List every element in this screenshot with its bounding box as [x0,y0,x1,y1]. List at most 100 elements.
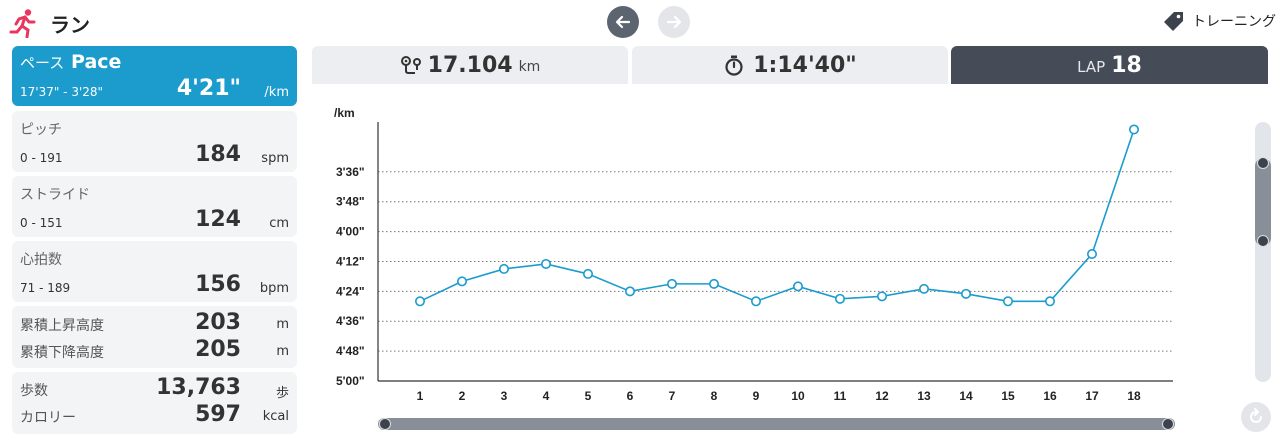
descent-value: 205 [195,337,241,362]
vertical-scrollbar[interactable] [1255,122,1271,382]
pace-title: ペース Pace [20,51,121,73]
lap-label: LAP [1077,58,1106,76]
metric-stride[interactable]: ストライド 0 - 151 124 cm [12,176,297,237]
lap-value: 18 [1111,52,1142,78]
pace-value: 4'21" [176,76,241,101]
x-tick-label: 9 [753,389,760,403]
time-value: 1:14'40" [753,52,857,78]
data-point [1086,248,1097,259]
data-point [457,276,468,287]
heart-title: 心拍数 [20,252,62,268]
app-title: ラン [8,6,90,40]
x-tick-label: 8 [711,389,718,403]
ascent-value: 203 [195,310,241,335]
horizontal-handle-left[interactable] [379,418,391,430]
pace-chart: /km 3'36" 3'48" 4'00" 4'12" 4'24" 4'36" 4'48" 5'… [334,106,1173,403]
descent-unit: m [276,344,289,359]
calories-unit: kcal [262,409,289,424]
runner-icon [9,9,36,38]
vertical-handle-top[interactable] [1257,157,1269,169]
heart-value: 156 [195,272,241,297]
distance-unit: km [518,59,541,75]
pitch-value: 184 [195,142,241,167]
descent-label: 累積下降高度 [20,345,104,361]
stride-unit: cm [269,216,289,231]
x-tick-label: 6 [627,389,634,403]
x-tick-label: 17 [1085,389,1099,403]
metric-pace[interactable]: ペース Pace 17'37" - 3'28" 4'21" /km [12,46,297,106]
training-button[interactable]: トレーニング [1162,6,1276,36]
page-title: ラン [50,12,90,37]
horizontal-handle-right[interactable] [1162,418,1174,430]
data-point [415,296,426,307]
data-point [624,286,635,297]
metric-heart-rate[interactable]: 心拍数 71 - 189 156 bpm [12,241,297,302]
reset-zoom-button[interactable] [1241,402,1271,432]
ascent-label: 累積上昇高度 [20,318,104,334]
y-tick-label: 3'48" [336,195,365,209]
pitch-range: 0 - 191 [20,151,63,165]
arrow-left-icon [615,15,631,29]
x-tick-label: 4 [543,389,550,403]
tab-time[interactable]: 1:14'40" [632,46,948,84]
pace-range: 17'37" - 3'28" [20,85,104,99]
metric-pitch[interactable]: ピッチ 0 - 191 184 spm [12,111,297,172]
x-tick-label: 18 [1127,389,1141,403]
heart-range: 71 - 189 [20,281,71,295]
x-tick-label: 1 [417,389,424,403]
reset-icon [1250,408,1262,423]
data-point [666,278,677,289]
arrow-right-icon [666,15,682,29]
metric-activity: 歩数 13,763 歩 カロリー 597 kcal [12,372,297,434]
pace-title-en: Pace [71,51,122,73]
x-tick-label: 10 [791,389,805,403]
tag-icon [1164,12,1183,31]
pace-series-line [419,129,1135,303]
next-button[interactable] [658,6,690,38]
route-icon [400,56,421,74]
data-point [708,278,719,289]
x-tick-label: 11 [834,389,847,403]
x-tick-label: 15 [1001,389,1015,403]
y-tick-label: 4'48" [336,344,365,358]
pace-title-jp: ペース [20,54,65,72]
metric-elevation: 累積上昇高度 203 m 累積下降高度 205 m [12,306,297,368]
x-tick-label: 12 [875,389,889,403]
y-tick-label: 4'00" [336,225,365,239]
tab-distance[interactable]: 17.104 km [312,46,628,84]
stride-value: 124 [195,207,241,232]
stride-title: ストライド [20,187,90,203]
stopwatch-icon [725,55,743,76]
pitch-title: ピッチ [20,122,62,138]
x-tick-label: 3 [501,389,508,403]
data-point [499,263,510,274]
data-point [582,268,593,279]
calories-value: 597 [195,402,241,427]
vertical-scroll-thumb[interactable] [1255,157,1271,247]
y-axis-label: /km [334,106,355,120]
y-tick-label: 3'36" [336,165,365,179]
y-tick-label: 4'36" [336,314,365,328]
x-tick-label: 14 [959,389,973,403]
tab-lap[interactable]: LAP 18 [951,46,1268,84]
x-tick-label: 5 [585,389,592,403]
distance-value: 17.104 [427,52,513,78]
data-point [541,258,552,269]
heart-unit: bpm [259,281,289,296]
steps-label: 歩数 [20,383,48,399]
data-point [1128,124,1139,135]
data-point [1044,296,1055,307]
stride-range: 0 - 151 [20,216,63,230]
horizontal-scrollbar[interactable] [378,418,1175,430]
data-point [918,283,929,294]
pitch-unit: spm [261,151,289,166]
vertical-handle-bottom[interactable] [1257,235,1269,247]
y-tick-label: 4'24" [336,284,365,298]
prev-button[interactable] [607,6,639,38]
steps-value: 13,763 [156,375,241,400]
steps-unit: 歩 [275,386,289,401]
y-tick-label: 5'00" [336,374,365,388]
calories-label: カロリー [20,410,76,426]
ascent-unit: m [276,317,289,332]
